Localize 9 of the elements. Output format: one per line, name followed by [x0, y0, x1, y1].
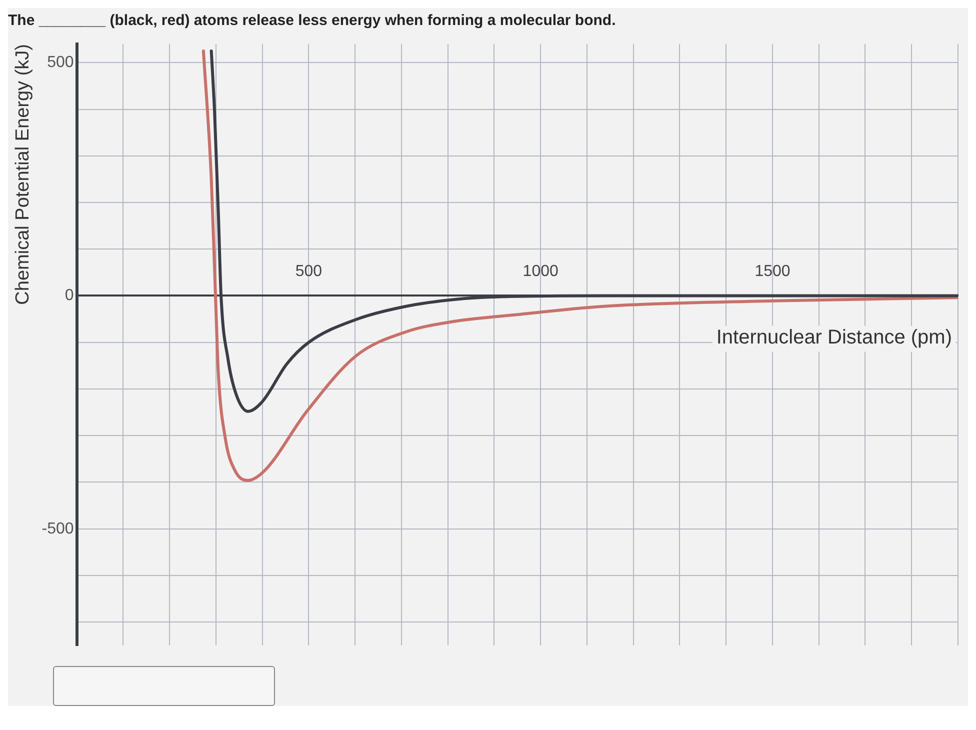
- x-tick-label: 1000: [522, 262, 558, 280]
- x-tick-label: 1500: [754, 262, 790, 280]
- x-tick-label: 500: [295, 262, 322, 280]
- y-tick-label: 0: [64, 287, 74, 304]
- y-tick-label: 500: [47, 54, 74, 72]
- x-axis-title: Internuclear Distance (pm): [716, 326, 952, 349]
- y-tick-label: -500: [42, 520, 74, 538]
- y-axis-title: Chemical Potential Energy (kJ): [12, 44, 34, 305]
- chart-title: The ________ (black, red) atoms release less energy when forming a molecular bond.: [8, 12, 616, 30]
